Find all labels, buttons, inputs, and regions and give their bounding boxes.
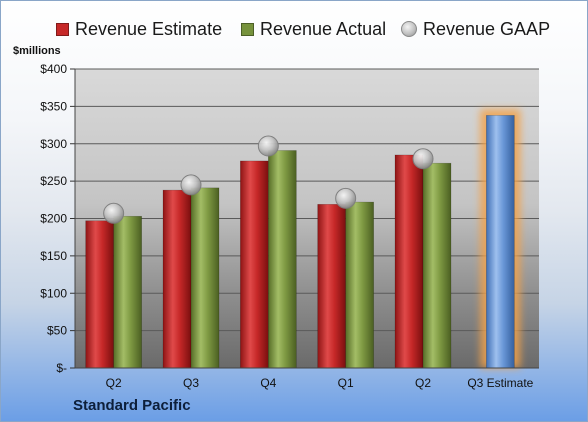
x-tick-label: Q1 bbox=[338, 376, 354, 390]
bar-revenue-actual bbox=[113, 215, 142, 369]
bar-revenue-estimate bbox=[162, 189, 192, 369]
bar-revenue-estimate bbox=[317, 203, 346, 369]
point-revenue-gaap bbox=[180, 174, 202, 196]
legend-swatch-gaap bbox=[401, 21, 417, 37]
bar-revenue-actual bbox=[268, 150, 297, 369]
x-tick-label: Q2 bbox=[106, 376, 122, 390]
legend-label-gaap: Revenue GAAP bbox=[423, 18, 551, 39]
bar-revenue-estimate bbox=[85, 220, 114, 369]
y-tick-label: $50 bbox=[47, 324, 67, 338]
x-tick-label: Q3 Estimate bbox=[467, 376, 533, 390]
point-revenue-gaap bbox=[257, 135, 279, 157]
legend-label-actual: Revenue Actual bbox=[260, 18, 387, 39]
x-tick-label: Q3 bbox=[183, 376, 199, 390]
bar-revenue-estimate bbox=[394, 154, 424, 369]
y-tick-label: $250 bbox=[40, 174, 67, 188]
legend-swatch-actual bbox=[241, 22, 254, 36]
y-tick-label: $400 bbox=[40, 62, 67, 76]
legend-item-revenue-estimate: Revenue Estimate bbox=[56, 15, 222, 43]
y-axis-unit-label: $millions bbox=[13, 45, 61, 57]
y-tick-label: $350 bbox=[40, 99, 67, 113]
legend: Revenue Estimate Revenue Actual Revenue … bbox=[1, 15, 587, 43]
legend-item-revenue-actual: Revenue Actual bbox=[241, 15, 386, 43]
company-name: Standard Pacific bbox=[73, 397, 191, 414]
x-tick-label: Q4 bbox=[260, 376, 276, 390]
x-tick-label: Q2 bbox=[415, 376, 431, 390]
point-revenue-gaap bbox=[335, 187, 357, 209]
y-tick-label: $150 bbox=[40, 249, 67, 263]
bar-q3-estimate-highlight bbox=[486, 115, 515, 369]
y-tick-label: $200 bbox=[40, 212, 67, 226]
legend-item-revenue-gaap: Revenue GAAP bbox=[401, 15, 550, 43]
bar-revenue-actual bbox=[190, 187, 220, 369]
bar-revenue-estimate bbox=[240, 160, 269, 369]
point-revenue-gaap bbox=[412, 148, 434, 170]
point-revenue-gaap bbox=[103, 202, 125, 224]
bar-revenue-actual bbox=[422, 162, 452, 369]
y-tick-label: $- bbox=[56, 361, 67, 375]
y-tick-label: $100 bbox=[40, 286, 67, 300]
y-tick-label: $300 bbox=[40, 137, 67, 151]
legend-label-estimate: Revenue Estimate bbox=[75, 18, 223, 39]
bar-revenue-actual bbox=[345, 201, 374, 369]
legend-swatch-estimate bbox=[56, 22, 69, 36]
